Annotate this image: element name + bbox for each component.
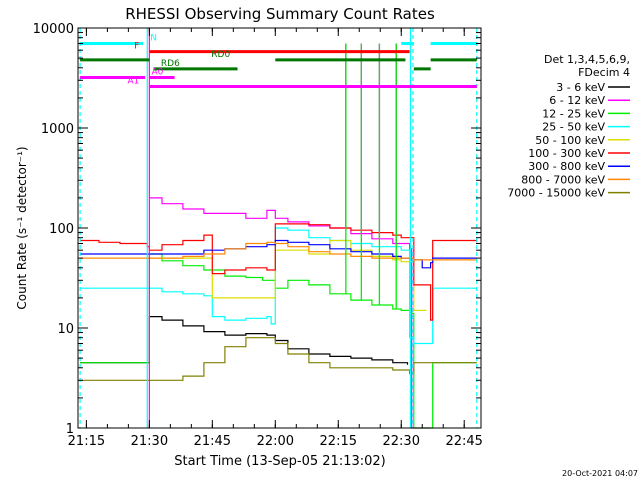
- series-line-100-300-kev: [80, 223, 478, 321]
- y-tick-label-10: 10: [57, 322, 74, 337]
- legend-label-6-12-kev: 6 - 12 keV: [549, 94, 605, 107]
- y-tick-label-1: 1: [66, 422, 74, 437]
- y-tick-label-100: 100: [49, 222, 74, 237]
- legend-label-7000-15000-kev: 7000 - 15000 keV: [507, 187, 605, 200]
- series-line-50-100-kev: [149, 239, 427, 311]
- legend-label-50-100-kev: 50 - 100 keV: [535, 134, 605, 147]
- state-bar-label-n: N: [150, 33, 157, 43]
- x-tick-label-22-15: 22:15: [320, 434, 357, 449]
- state-bar-label-a1: A1: [127, 77, 139, 87]
- curves-layer: [80, 197, 478, 429]
- legend-label-300-800-kev: 300 - 800 keV: [528, 160, 605, 173]
- spikes-layer: [345, 43, 397, 309]
- state-bar-label-rd0: RD0: [211, 50, 230, 60]
- state-bar-label-a0: A0: [151, 67, 163, 77]
- state-bar-label-rd6: RD6: [161, 59, 180, 69]
- timestamp: 20-Oct-2021 04:07: [562, 469, 638, 478]
- series-line-3-6-kev: [80, 316, 409, 365]
- legend-label-12-25-kev: 12 - 25 keV: [542, 107, 605, 120]
- x-tick-label-21-30: 21:30: [131, 434, 168, 449]
- legend-label-3-6-kev: 3 - 6 keV: [556, 81, 605, 94]
- x-tick-label-21-15: 21:15: [68, 434, 105, 449]
- series-line-800-7000-kev: [80, 241, 477, 261]
- legend-label-100-300-kev: 100 - 300 keV: [528, 147, 605, 160]
- legend-header-1: FDecim 4: [578, 66, 630, 79]
- x-axis-label: Start Time (13-Sep-05 21:13:02): [174, 454, 385, 469]
- y-tick-label-10000: 10000: [33, 22, 74, 37]
- x-tick-label-22-45: 22:45: [445, 434, 482, 449]
- legend-label-800-7000-kev: 800 - 7000 keV: [521, 173, 605, 186]
- legend-header-0: Det 1,3,4,5,6,9,: [544, 53, 630, 66]
- markers-layer: [79, 28, 478, 428]
- y-tick-label-1000: 1000: [41, 122, 74, 137]
- series-line-25-50-kev: [80, 227, 478, 345]
- chart-title: RHESSI Observing Summary Count Rates: [125, 5, 435, 23]
- series-line-7000-15000-kev: [80, 337, 477, 381]
- state-bar-label-f: F: [134, 42, 139, 52]
- x-tick-label-22-30: 22:30: [383, 434, 420, 449]
- x-tick-label-21-45: 21:45: [194, 434, 231, 449]
- y-axis-label: Count Rate (s⁻¹ detector⁻¹): [15, 146, 29, 309]
- series-line-6-12-kev: [149, 197, 431, 429]
- legend-label-25-50-kev: 25 - 50 keV: [542, 121, 605, 134]
- axes-layer: 21:15 21:30 21:45 22:00 22:15 22:30 22:45 1 10 10…: [33, 22, 483, 449]
- series-line-300-800-kev: [80, 239, 477, 269]
- x-tick-label-22-00: 22:00: [257, 434, 294, 449]
